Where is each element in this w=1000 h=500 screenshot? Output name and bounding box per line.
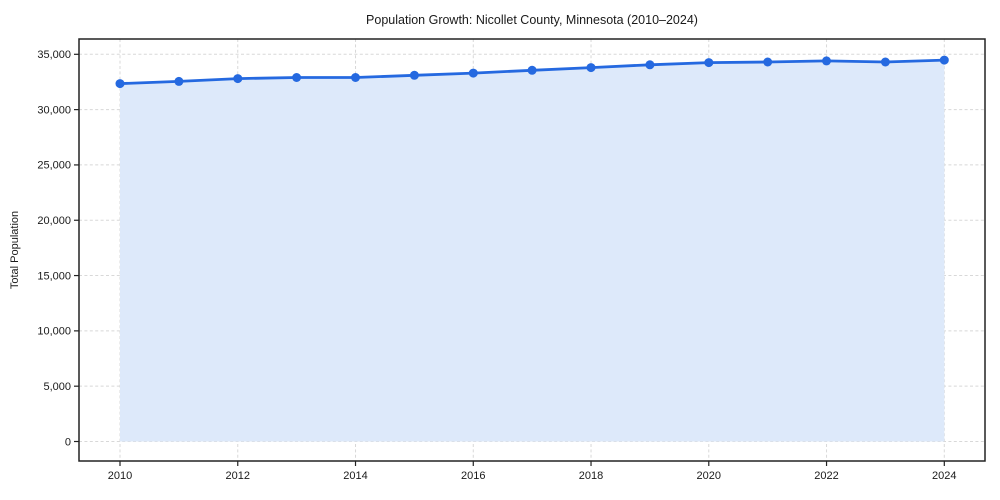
x-tick-label-2010: 2010 xyxy=(108,470,132,482)
data-point-2018 xyxy=(586,63,596,73)
data-point-2015 xyxy=(409,70,419,80)
y-tick-label-20000: 20,000 xyxy=(37,215,71,227)
x-tick-label-2024: 2024 xyxy=(932,470,956,482)
plot-border xyxy=(78,38,986,462)
y-tick-label-5000: 5,000 xyxy=(43,381,71,393)
y-axis-label: Total Population xyxy=(9,211,21,289)
chart-title: Population Growth: Nicollet County, Minn… xyxy=(366,13,698,27)
x-tick-label-2016: 2016 xyxy=(461,470,485,482)
data-point-2017 xyxy=(527,65,537,75)
x-tick-label-2020: 2020 xyxy=(697,470,721,482)
x-tick-label-2012: 2012 xyxy=(226,470,250,482)
data-point-2021 xyxy=(763,57,773,67)
y-tick-label-15000: 15,000 xyxy=(37,270,71,282)
data-point-2011 xyxy=(174,76,184,86)
x-tick-label-2018: 2018 xyxy=(579,470,603,482)
data-point-2020 xyxy=(704,58,714,68)
data-point-2016 xyxy=(468,68,478,78)
area-fill xyxy=(120,60,945,442)
plot-area: 0 5,000 10,000 15,000 20,000 25,000 30,000 35,0… xyxy=(37,38,986,482)
data-point-2010 xyxy=(115,79,125,89)
data-point-2023 xyxy=(880,57,890,67)
y-tick-label-10000: 10,000 xyxy=(37,326,71,338)
x-tick-label-2022: 2022 xyxy=(814,470,838,482)
data-point-2022 xyxy=(822,56,831,66)
data-point-2024 xyxy=(939,55,949,65)
y-tick-label-30000: 30,000 xyxy=(37,104,71,116)
x-tick-label-2014: 2014 xyxy=(343,470,367,482)
data-point-2013 xyxy=(292,73,302,82)
data-point-2012 xyxy=(233,74,243,84)
y-tick-label-25000: 25,000 xyxy=(37,160,71,172)
y-tick-label-35000: 35,000 xyxy=(37,49,71,61)
y-tick-label-0: 0 xyxy=(65,436,71,448)
data-point-2014 xyxy=(351,73,360,82)
data-point-2019 xyxy=(645,60,655,70)
